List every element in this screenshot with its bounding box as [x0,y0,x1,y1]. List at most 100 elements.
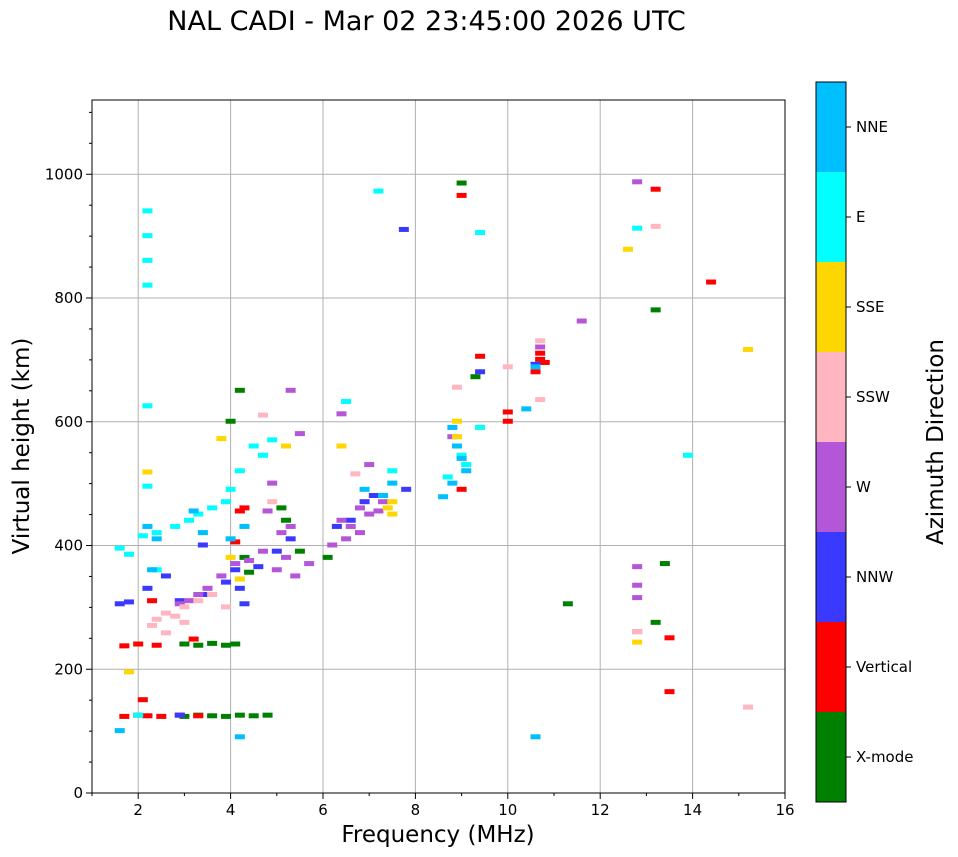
data-point-e [114,545,125,551]
data-point-w [364,462,375,468]
x-tick-label: 8 [411,801,421,819]
data-point-w [285,523,296,529]
data-point-e [142,483,153,489]
grid-lines [92,100,786,794]
data-point-w [341,536,352,542]
data-point-x-mode [225,418,236,424]
data-point-nne [530,734,541,740]
data-point-w [336,411,347,417]
data-point-nnw [142,585,153,591]
data-point-nnw [123,599,134,605]
data-point-e [207,505,218,511]
data-point-w [290,573,301,579]
data-point-vertical [530,369,541,375]
data-point-vertical [456,192,467,198]
data-point-e [142,257,153,263]
y-axis: 0 200 400 600 800 1000 [45,111,92,802]
data-point-sse [387,511,398,517]
data-point-w [230,561,241,567]
data-point-w [174,601,185,607]
data-point-nnw [197,542,208,548]
colorbar: X-mode Vertical NNW W SSW SSE E NNE [815,81,913,803]
data-point-nne [147,567,158,573]
y-tick-label: 600 [54,413,83,431]
data-point-ssw [151,616,162,622]
data-point-x-mode [234,712,245,718]
data-point-x-mode [239,554,250,560]
data-point-vertical [156,713,167,719]
data-point-x-mode [294,548,305,554]
data-point-e [225,486,236,492]
data-point-sse [336,443,347,449]
data-point-e [456,452,467,458]
data-point-ssw [743,704,754,710]
x-tick-label: 6 [318,801,328,819]
data-point-e [193,511,204,517]
x-tick-label: 12 [591,801,610,819]
data-point-w [632,564,643,570]
data-point-w [276,530,287,536]
data-point-vertical [151,642,162,648]
data-point-nnw [359,499,370,505]
data-point-w [378,499,389,505]
data-point-vertical [456,486,467,492]
data-point-nne [188,508,199,514]
data-point-w [271,567,282,573]
data-point-x-mode [262,712,273,718]
y-axis-label: Virtual height (km) [9,338,35,555]
data-point-sse [743,346,754,352]
data-point-nne [456,455,467,461]
data-point-x-mode [322,554,333,560]
data-point-nne [197,530,208,536]
data-point-sse [225,554,236,560]
data-point-e [184,517,195,523]
data-point-x-mode [220,713,231,719]
data-point-ssw [193,598,204,604]
data-point-ssw [207,592,218,597]
data-point-w [576,318,587,324]
data-point-e [151,530,162,536]
data-point-e [123,551,134,557]
data-point-nnw [398,226,409,232]
data-point-e [257,452,268,458]
x-axis: 2 4 6 8 10 12 14 16 [91,793,795,819]
data-point-ssw [179,604,190,610]
data-points [114,179,754,740]
data-point-e [475,424,486,430]
chart-title: NAL CADI - Mar 02 23:45:00 2026 UTC [167,6,686,37]
data-point-w [294,431,305,437]
data-point-ssw [535,397,546,403]
data-point-w [345,523,356,529]
data-point-vertical [142,713,153,719]
data-point-e [682,452,693,458]
data-point-nnw [234,585,245,591]
data-point-e [632,225,643,231]
data-point-vertical [119,713,130,719]
x-tick-label: 4 [226,801,236,819]
data-point-x-mode [244,569,255,575]
data-point-x-mode [562,601,573,607]
data-point-vertical [188,636,199,642]
data-point-w [285,387,296,393]
data-point-x-mode [207,640,218,646]
data-point-vertical [234,508,245,514]
data-point-vertical [119,643,130,649]
data-point-e [170,523,181,529]
data-point-x-mode [220,642,231,648]
data-point-nnw [345,517,356,523]
data-point-x-mode [470,374,481,380]
data-point-sse [216,436,227,442]
data-point-x-mode [179,641,190,647]
data-point-vertical [137,697,148,703]
data-point-sse [234,576,245,582]
data-point-vertical [475,353,486,359]
data-point-sse [382,505,393,511]
data-point-nne [114,728,125,734]
data-point-vertical [239,505,250,511]
x-tick-label: 10 [498,801,517,819]
data-point-nnw [475,369,486,375]
data-point-w [373,508,384,514]
data-point-e [442,474,453,480]
data-point-e [373,188,384,194]
data-point-w [216,573,227,579]
